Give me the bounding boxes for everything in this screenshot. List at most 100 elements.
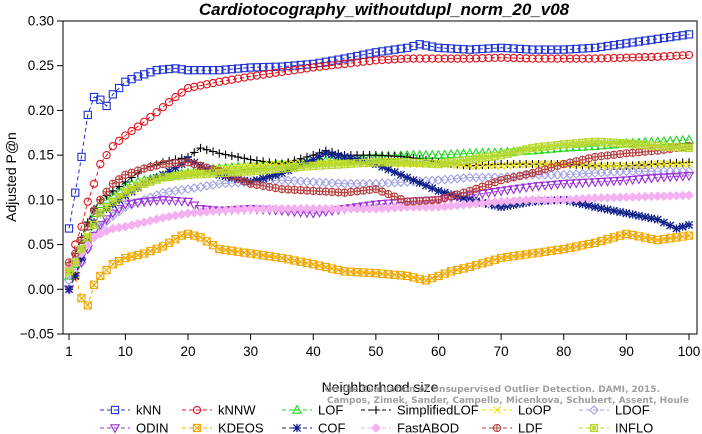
data-point	[440, 188, 449, 197]
data-point	[509, 161, 518, 170]
data-point	[490, 161, 499, 170]
data-point	[151, 196, 162, 206]
data-point	[390, 55, 399, 64]
data-point	[622, 39, 631, 48]
data-point	[666, 51, 675, 61]
data-point	[465, 54, 474, 63]
data-point	[534, 45, 543, 54]
data-point	[346, 154, 355, 163]
data-point	[684, 220, 694, 229]
data-point	[490, 151, 500, 161]
data-point	[490, 53, 500, 62]
data-point	[678, 160, 687, 169]
data-point	[126, 199, 137, 209]
data-point	[684, 50, 694, 60]
data-point	[101, 194, 112, 204]
data-point	[640, 174, 651, 185]
data-point	[440, 159, 449, 168]
data-point	[383, 199, 394, 209]
watermark-line-1: Campos, Zimek, Sander, Campello, Micenko…	[327, 396, 689, 406]
data-point	[572, 54, 581, 63]
data-point	[296, 60, 305, 70]
data-point	[202, 66, 211, 75]
data-point	[684, 166, 694, 177]
data-point	[233, 64, 243, 73]
data-point	[396, 170, 406, 179]
data-point	[71, 258, 80, 267]
data-point	[365, 56, 374, 66]
data-point	[440, 54, 449, 63]
data-point	[334, 55, 343, 64]
data-point	[671, 172, 682, 182]
data-point	[64, 224, 74, 233]
data-point	[183, 83, 193, 93]
data-point	[439, 149, 450, 159]
data-point	[478, 161, 487, 170]
data-point	[71, 271, 80, 280]
data-point	[614, 176, 626, 187]
data-point	[683, 171, 695, 182]
data-point	[252, 71, 262, 80]
data-point	[483, 188, 494, 199]
data-point	[527, 182, 538, 192]
data-point	[659, 166, 669, 177]
data-point	[528, 45, 537, 54]
data-point	[171, 64, 180, 73]
data-point	[459, 54, 468, 63]
data-point	[497, 161, 506, 170]
data-point	[165, 167, 174, 176]
data-point	[89, 220, 99, 230]
data-point	[465, 45, 474, 54]
plot-frame	[62, 20, 698, 335]
data-point	[215, 66, 224, 75]
data-point	[359, 57, 368, 66]
data-point	[685, 160, 693, 169]
data-point	[659, 33, 669, 43]
data-point	[565, 54, 575, 63]
data-point	[627, 166, 638, 177]
data-point	[227, 64, 236, 74]
legend-item-inflo: INFLO	[579, 421, 653, 434]
data-point	[553, 140, 562, 150]
data-point	[497, 202, 506, 212]
legend-marker	[371, 405, 381, 415]
data-point	[584, 161, 593, 170]
data-point	[540, 54, 550, 63]
data-point	[672, 160, 681, 169]
data-point	[215, 77, 224, 86]
data-point	[277, 175, 287, 186]
data-point	[371, 56, 381, 65]
data-point	[265, 69, 274, 78]
data-point	[434, 186, 443, 196]
data-point	[546, 181, 557, 191]
series-inflo	[64, 137, 694, 276]
series-ldof	[64, 166, 694, 286]
data-point	[659, 218, 669, 227]
data-point	[515, 44, 525, 54]
data-point	[684, 30, 694, 39]
data-point	[384, 165, 393, 174]
data-point	[120, 200, 131, 210]
data-point	[227, 151, 236, 160]
data-point	[489, 188, 500, 198]
data-point	[165, 172, 174, 181]
data-point	[314, 203, 325, 214]
data-point	[534, 143, 543, 152]
data-point	[252, 156, 261, 165]
legend-label: LDF	[518, 421, 543, 434]
data-point	[333, 178, 344, 189]
x-tick-label: 20	[180, 344, 195, 359]
legend-item-simplifiedlof: SimplifiedLOF	[361, 403, 479, 418]
data-point	[95, 221, 106, 231]
data-point	[164, 196, 175, 206]
data-point	[678, 51, 687, 60]
data-point	[145, 197, 156, 207]
data-point	[558, 180, 569, 190]
data-point	[227, 75, 236, 84]
legend-item-odin: ODIN	[100, 421, 169, 434]
legend-marker	[292, 423, 302, 433]
y-tick-label: 0.25	[28, 58, 54, 73]
y-tick-label: 0.05	[28, 237, 54, 252]
data-point	[158, 173, 168, 182]
